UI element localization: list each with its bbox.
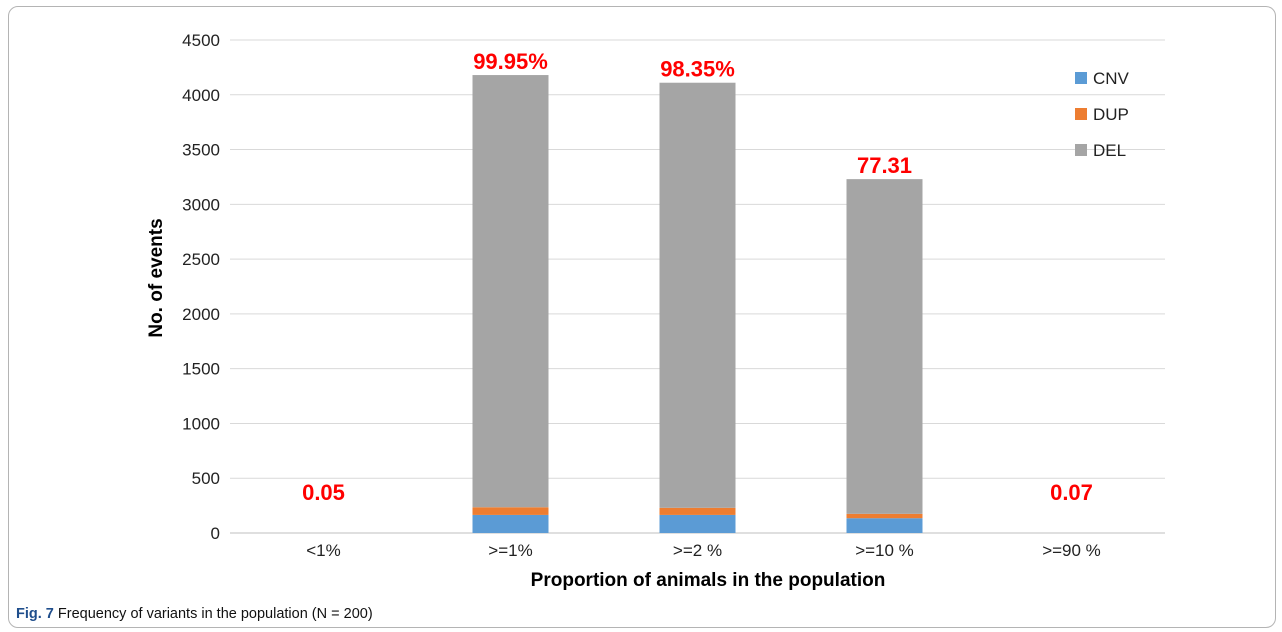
bar-segment-dup [472,507,549,515]
bar-value-label: 0.07 [1050,480,1093,505]
y-tick-label: 2000 [182,305,220,324]
figure-caption: Fig. 7 Frequency of variants in the popu… [16,606,373,622]
y-axis-label: No. of events [146,218,167,337]
x-axis-label: Proportion of animals in the population [531,570,886,591]
legend-swatch-dup [1075,108,1087,120]
bar-segment-cnv [472,514,549,533]
y-tick-label: 3500 [182,141,220,160]
bar-segment-del [846,179,923,514]
y-tick-label: 3000 [182,195,220,214]
bar-value-label: 98.35% [660,57,735,82]
bar-labels: 0.05 99.95% 98.35% 77.31 0.07 [302,49,1093,505]
bar-segment-del [659,82,736,508]
bar-segment-dup [659,507,736,515]
y-tick-label: 500 [192,469,220,488]
bar-segment-del [472,75,549,508]
y-tick-labels: 0 500 1000 1500 2000 2500 3000 3500 4000 4500 [182,31,220,543]
legend-swatch-cnv [1075,72,1087,84]
x-tick-label: >=10 % [855,541,914,560]
y-tick-label: 1500 [182,360,220,379]
legend-label-cnv: CNV [1093,69,1130,88]
bars [472,75,923,533]
bar-segment-dup [846,513,923,519]
legend-label-dup: DUP [1093,105,1129,124]
y-tick-label: 2500 [182,250,220,269]
x-tick-labels: <1% >=1% >=2 % >=10 % >=90 % [306,541,1101,560]
x-tick-label: <1% [306,541,341,560]
legend: CNV DUP DEL [1075,69,1130,160]
x-tick-label: >=2 % [673,541,722,560]
y-tick-label: 0 [211,524,220,543]
figure-caption-label: Fig. 7 [16,606,54,622]
x-tick-label: >=90 % [1042,541,1101,560]
bar-segment-cnv [846,518,923,533]
y-tick-label: 4500 [182,31,220,50]
stacked-bar-chart: 0 500 1000 1500 2000 2500 3000 3500 4000 4500 0.0… [146,31,1165,591]
legend-label-del: DEL [1093,141,1126,160]
bar-value-label: 77.31 [857,153,912,178]
bar-segment-cnv [659,514,736,533]
bar-value-label: 0.05 [302,480,345,505]
figure-frame [8,6,1276,628]
y-tick-label: 4000 [182,86,220,105]
bar-value-label: 99.95% [473,49,548,74]
y-tick-label: 1000 [182,414,220,433]
legend-swatch-del [1075,144,1087,156]
figure-caption-text: Frequency of variants in the population … [57,606,373,622]
x-tick-label: >=1% [488,541,532,560]
